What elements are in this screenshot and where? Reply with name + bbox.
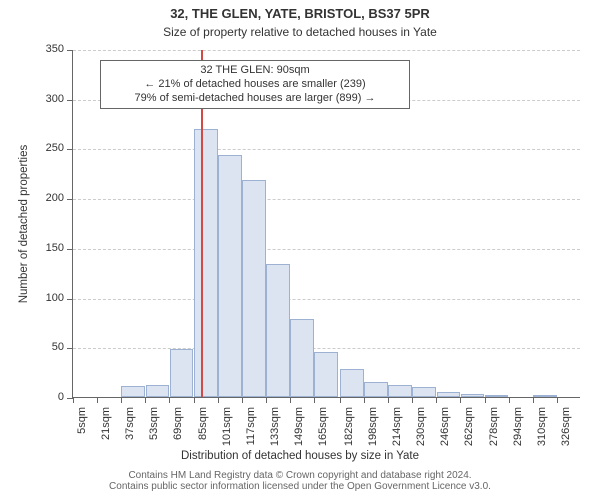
- xtick-mark: [364, 397, 365, 403]
- page-subtitle: Size of property relative to detached ho…: [0, 25, 600, 39]
- histogram-bar: [412, 387, 436, 397]
- ytick-label: 350: [34, 43, 64, 55]
- ytick-mark: [67, 199, 73, 200]
- xtick-label: 117sqm: [245, 407, 257, 453]
- histogram-bar: [485, 395, 509, 397]
- ytick-label: 200: [34, 192, 64, 204]
- xtick-label: 21sqm: [100, 407, 112, 453]
- xtick-mark: [266, 397, 267, 403]
- xtick-mark: [121, 397, 122, 403]
- xtick-label: 278sqm: [488, 407, 500, 453]
- xtick-mark: [218, 397, 219, 403]
- annotation-line: 32 THE GLEN: 90sqm: [107, 64, 403, 78]
- histogram-bar: [170, 349, 194, 397]
- footer-attribution: Contains HM Land Registry data © Crown c…: [0, 470, 600, 492]
- xtick-label: 198sqm: [367, 407, 379, 453]
- xtick-mark: [436, 397, 437, 403]
- ytick-label: 150: [34, 242, 64, 254]
- xtick-mark: [412, 397, 413, 403]
- xtick-label: 326sqm: [560, 407, 572, 453]
- footer-line: Contains HM Land Registry data © Crown c…: [0, 470, 600, 481]
- xtick-mark: [485, 397, 486, 403]
- histogram-bar: [533, 395, 557, 397]
- xtick-label: 230sqm: [415, 407, 427, 453]
- xtick-label: 69sqm: [172, 407, 184, 453]
- ytick-label: 0: [34, 391, 64, 403]
- histogram-bar: [388, 385, 412, 397]
- histogram-bar: [437, 392, 461, 397]
- grid-line: [73, 348, 580, 349]
- grid-line: [73, 50, 580, 51]
- grid-line: [73, 199, 580, 200]
- xtick-label: 133sqm: [269, 407, 281, 453]
- xtick-label: 246sqm: [439, 407, 451, 453]
- xtick-mark: [388, 397, 389, 403]
- histogram-bar: [194, 129, 218, 397]
- grid-line: [73, 249, 580, 250]
- xtick-mark: [73, 397, 74, 403]
- histogram-bar: [461, 394, 485, 397]
- annotation-box: 32 THE GLEN: 90sqm← 21% of detached hous…: [100, 60, 410, 109]
- ytick-mark: [67, 50, 73, 51]
- xtick-mark: [290, 397, 291, 403]
- xtick-mark: [145, 397, 146, 403]
- histogram-bar: [121, 386, 145, 397]
- xtick-label: 165sqm: [317, 407, 329, 453]
- histogram-bar: [364, 382, 388, 397]
- page-title: 32, THE GLEN, YATE, BRISTOL, BS37 5PR: [0, 6, 600, 21]
- xtick-label: 294sqm: [512, 407, 524, 453]
- histogram-bar: [146, 385, 170, 397]
- xtick-mark: [194, 397, 195, 403]
- grid-line: [73, 299, 580, 300]
- ytick-label: 50: [34, 341, 64, 353]
- xtick-label: 214sqm: [391, 407, 403, 453]
- xtick-label: 182sqm: [343, 407, 355, 453]
- xtick-mark: [340, 397, 341, 403]
- xtick-label: 101sqm: [221, 407, 233, 453]
- ytick-label: 250: [34, 142, 64, 154]
- y-axis-label: Number of detached properties: [18, 50, 30, 398]
- histogram-bar: [266, 264, 290, 397]
- chart-root: 32, THE GLEN, YATE, BRISTOL, BS37 5PR Siz…: [0, 0, 600, 500]
- ytick-mark: [67, 299, 73, 300]
- ytick-label: 300: [34, 93, 64, 105]
- histogram-bar: [314, 352, 338, 397]
- xtick-label: 85sqm: [197, 407, 209, 453]
- xtick-label: 262sqm: [463, 407, 475, 453]
- annotation-line: 79% of semi-detached houses are larger (…: [107, 92, 403, 106]
- xtick-label: 37sqm: [124, 407, 136, 453]
- xtick-mark: [557, 397, 558, 403]
- xtick-label: 53sqm: [148, 407, 160, 453]
- histogram-bar: [290, 319, 314, 397]
- xtick-label: 149sqm: [293, 407, 305, 453]
- xtick-label: 5sqm: [76, 407, 88, 453]
- ytick-mark: [67, 348, 73, 349]
- ytick-mark: [67, 100, 73, 101]
- grid-line: [73, 149, 580, 150]
- xtick-mark: [314, 397, 315, 403]
- ytick-label: 100: [34, 292, 64, 304]
- histogram-bar: [218, 155, 242, 397]
- histogram-bar: [340, 369, 364, 397]
- ytick-mark: [67, 249, 73, 250]
- histogram-bar: [242, 180, 266, 397]
- xtick-mark: [97, 397, 98, 403]
- footer-line: Contains public sector information licen…: [0, 481, 600, 492]
- xtick-mark: [169, 397, 170, 403]
- xtick-mark: [509, 397, 510, 403]
- xtick-mark: [242, 397, 243, 403]
- ytick-mark: [67, 149, 73, 150]
- xtick-mark: [533, 397, 534, 403]
- annotation-line: ← 21% of detached houses are smaller (23…: [107, 78, 403, 92]
- xtick-mark: [460, 397, 461, 403]
- xtick-label: 310sqm: [536, 407, 548, 453]
